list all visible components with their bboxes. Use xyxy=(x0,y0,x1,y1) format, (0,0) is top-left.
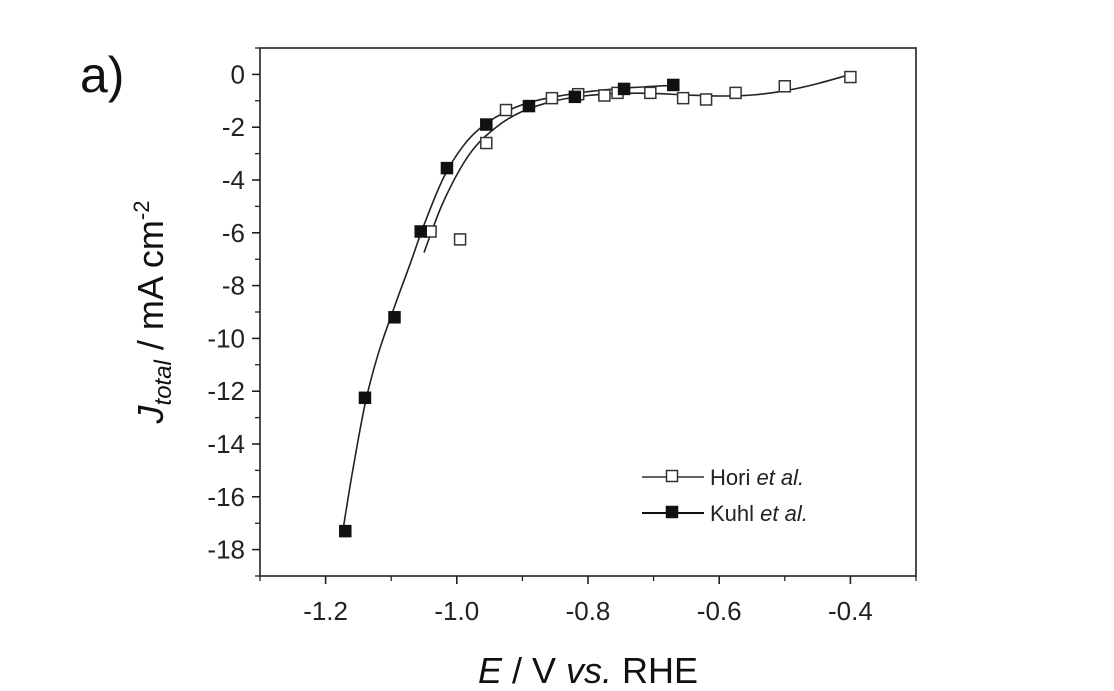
y-axis-title-superscript: -2 xyxy=(129,201,154,221)
legend-label-kuhl-etal: et al. xyxy=(760,501,808,526)
legend-label-hori: Hori et al. xyxy=(710,465,804,490)
point-kuhl-1 xyxy=(358,391,372,405)
point-hori-4 xyxy=(545,91,559,105)
x-tick-labels: -1.2 -1.0 -0.8 -0.6 -0.4 xyxy=(303,596,873,626)
x-axis-title-unit: / V xyxy=(502,650,566,691)
point-kuhl-5 xyxy=(480,118,493,131)
y-axis-title-subscript: total xyxy=(150,359,177,405)
fit-line-hori xyxy=(423,73,851,253)
legend-label-kuhl: Kuhl et al. xyxy=(710,501,808,526)
y-axis-title: Jtotal / mA cm-2 xyxy=(129,201,177,425)
x-axis-title-vs: vs. xyxy=(566,650,612,691)
point-kuhl-8 xyxy=(617,82,631,96)
legend-item-hori: Hori et al. xyxy=(642,465,804,490)
point-kuhl-6 xyxy=(522,99,536,113)
point-hori-8 xyxy=(644,86,657,100)
y-tick-label-3: -6 xyxy=(222,218,245,248)
y-tick-label-5: -10 xyxy=(207,323,245,353)
y-tick-label-4: -8 xyxy=(222,271,245,301)
x-tick-label-1: -1.0 xyxy=(434,596,479,626)
point-hori-13 xyxy=(844,70,857,84)
y-tick-label-8: -16 xyxy=(207,482,245,512)
y-tick-label-7: -14 xyxy=(207,429,245,459)
y-tick-labels: 0 -2 -4 -6 -8 -10 -12 -14 -16 -18 xyxy=(207,59,245,564)
x-tick-label-0: -1.2 xyxy=(303,596,348,626)
legend-marker-hori xyxy=(665,469,679,483)
y-ticks xyxy=(252,47,260,577)
point-hori-9 xyxy=(676,91,690,105)
y-tick-label-2: -4 xyxy=(222,165,245,195)
point-hori-2 xyxy=(480,136,493,150)
x-ticks xyxy=(259,576,917,584)
legend-label-hori-etal: et al. xyxy=(756,465,804,490)
point-kuhl-9 xyxy=(667,78,680,92)
x-axis-title-reference: RHE xyxy=(612,650,698,691)
y-axis-title-symbol: J xyxy=(130,404,171,424)
y-tick-label-9: -18 xyxy=(207,535,245,565)
point-kuhl-0 xyxy=(339,524,352,538)
legend-marker-kuhl xyxy=(665,505,679,519)
point-kuhl-4 xyxy=(440,161,454,175)
markers xyxy=(339,70,857,538)
x-tick-label-3: -0.6 xyxy=(697,596,742,626)
x-tick-label-2: -0.8 xyxy=(566,596,611,626)
point-hori-10 xyxy=(699,93,713,106)
fit-line-kuhl xyxy=(341,84,674,537)
y-tick-label-6: -12 xyxy=(207,376,245,406)
legend-item-kuhl: Kuhl et al. xyxy=(642,501,808,526)
x-axis-title: E / V vs. RHE xyxy=(478,650,698,691)
legend: Hori et al. Kuhl et al. xyxy=(642,465,808,526)
point-kuhl-2 xyxy=(388,311,401,324)
legend-label-kuhl-name: Kuhl xyxy=(710,501,760,526)
x-tick-label-4: -0.4 xyxy=(828,596,873,626)
point-hori-6 xyxy=(598,89,611,102)
point-kuhl-7 xyxy=(568,90,582,104)
plot-frame xyxy=(259,47,917,577)
point-hori-12 xyxy=(778,80,792,93)
point-hori-3 xyxy=(499,103,513,117)
legend-label-hori-name: Hori xyxy=(710,465,756,490)
point-hori-11 xyxy=(729,86,742,100)
y-tick-label-0: 0 xyxy=(231,59,245,89)
point-kuhl-3 xyxy=(414,225,427,238)
y-tick-label-1: -2 xyxy=(222,112,245,142)
x-axis-title-symbol: E xyxy=(478,650,503,691)
point-hori-1 xyxy=(453,233,467,246)
panel-label: a) xyxy=(80,47,124,103)
y-axis-title-unit: / mA cm xyxy=(130,220,171,360)
